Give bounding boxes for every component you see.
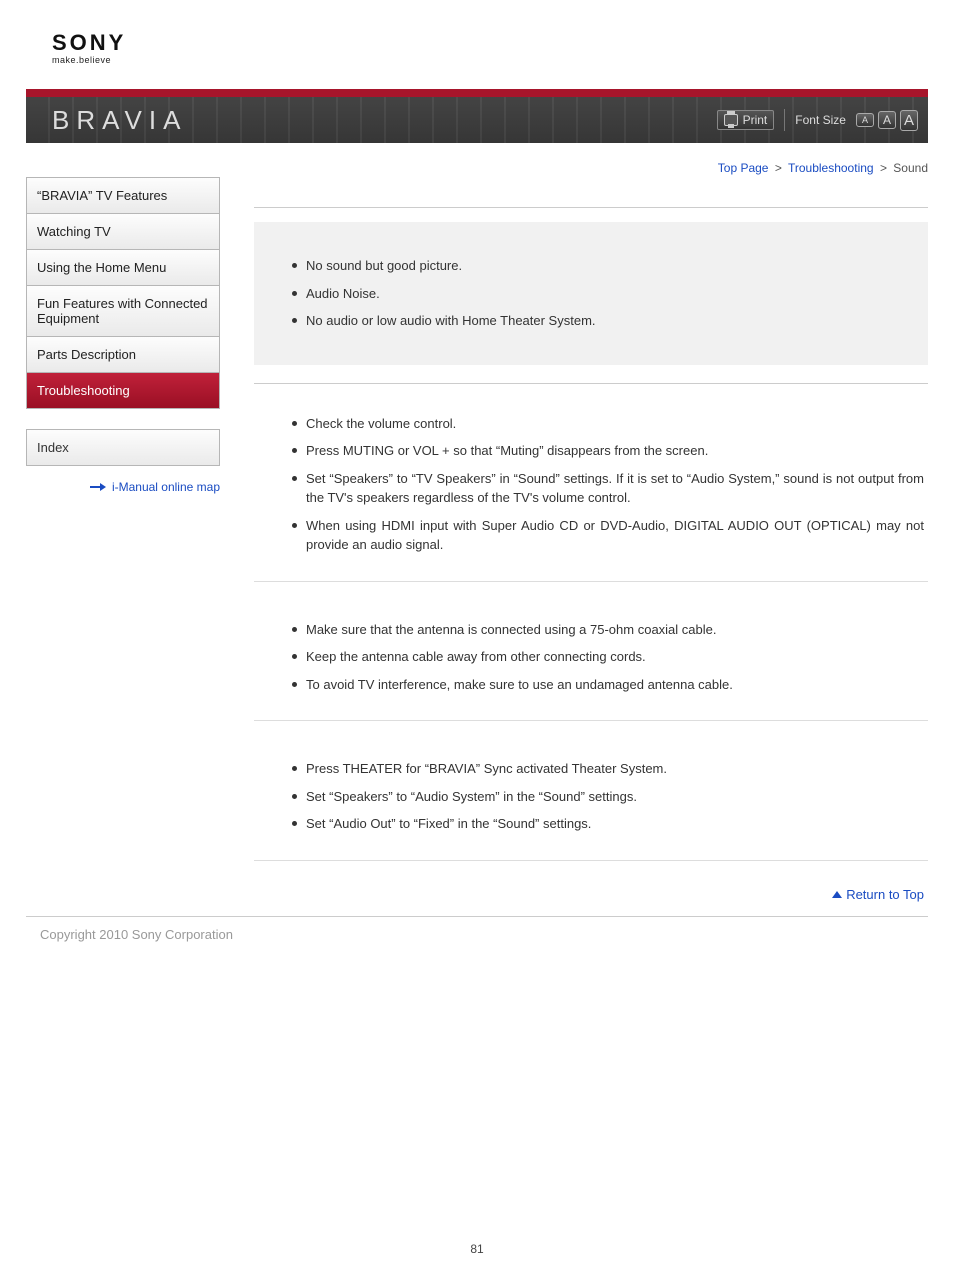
- divider: [254, 383, 928, 384]
- title-bar: BRAVIA Print Font Size A A A: [26, 97, 928, 143]
- breadcrumb-troubleshooting[interactable]: Troubleshooting: [788, 161, 874, 175]
- print-button[interactable]: Print: [717, 110, 775, 130]
- instruction-item: When using HDMI input with Super Audio C…: [292, 516, 928, 555]
- footer-divider: [26, 916, 928, 917]
- nav-item-troubleshooting[interactable]: Troubleshooting: [27, 373, 219, 408]
- instruction-item: Press MUTING or VOL + so that “Muting” d…: [292, 441, 928, 461]
- instruction-item: Set “Speakers” to “TV Speakers” in “Soun…: [292, 469, 928, 508]
- instruction-item: Press THEATER for “BRAVIA” Sync activate…: [292, 759, 928, 779]
- topic-links-box: No sound but good picture. Audio Noise. …: [254, 222, 928, 365]
- font-size-label: Font Size: [795, 113, 846, 127]
- nav-item-watching-tv[interactable]: Watching TV: [27, 214, 219, 250]
- instruction-item: Keep the antenna cable away from other c…: [292, 647, 928, 667]
- breadcrumb-sep: >: [880, 161, 887, 175]
- manual-map-link[interactable]: i-Manual online map: [26, 480, 220, 494]
- font-size-small-button[interactable]: A: [856, 113, 874, 127]
- arrow-right-icon: [90, 484, 106, 490]
- instruction-item: Check the volume control.: [292, 414, 928, 434]
- breadcrumb-sep: >: [775, 161, 782, 175]
- index-box: Index: [26, 429, 220, 466]
- section-home-theater: Press THEATER for “BRAVIA” Sync activate…: [254, 733, 928, 848]
- main-content: Top Page > Troubleshooting > Sound No so…: [254, 155, 928, 912]
- page-number: 81: [0, 1242, 954, 1276]
- font-size-controls: A A A: [856, 110, 918, 131]
- topic-link-home-theater[interactable]: No audio or low audio with Home Theater …: [292, 311, 890, 331]
- instruction-item: Set “Speakers” to “Audio System” in the …: [292, 787, 928, 807]
- breadcrumb: Top Page > Troubleshooting > Sound: [254, 155, 928, 203]
- manual-map-label: i-Manual online map: [112, 480, 220, 494]
- topic-link-audio-noise[interactable]: Audio Noise.: [292, 284, 890, 304]
- sony-tagline: make.believe: [52, 55, 954, 65]
- product-title: BRAVIA: [26, 105, 187, 136]
- divider: [254, 720, 928, 721]
- print-icon: [724, 114, 738, 126]
- nav-item-fun-features[interactable]: Fun Features with Connected Equipment: [27, 286, 219, 337]
- nav-item-bravia-features[interactable]: “BRAVIA” TV Features: [27, 178, 219, 214]
- return-to-top: Return to Top: [254, 873, 928, 912]
- instruction-item: Make sure that the antenna is connected …: [292, 620, 928, 640]
- breadcrumb-current: Sound: [893, 161, 928, 175]
- accent-bar: [26, 89, 928, 97]
- print-label: Print: [743, 113, 768, 127]
- brand-logo-block: SONY make.believe: [0, 0, 954, 71]
- divider: [254, 207, 928, 208]
- sony-logo: SONY: [52, 32, 954, 54]
- font-size-large-button[interactable]: A: [900, 110, 918, 131]
- nav-menu: “BRAVIA” TV Features Watching TV Using t…: [26, 177, 220, 409]
- nav-item-index[interactable]: Index: [27, 430, 219, 465]
- divider: [254, 860, 928, 861]
- triangle-up-icon: [832, 891, 842, 898]
- return-to-top-link[interactable]: Return to Top: [846, 887, 924, 902]
- nav-item-home-menu[interactable]: Using the Home Menu: [27, 250, 219, 286]
- nav-item-parts-description[interactable]: Parts Description: [27, 337, 219, 373]
- sidebar: “BRAVIA” TV Features Watching TV Using t…: [26, 155, 220, 912]
- breadcrumb-top-page[interactable]: Top Page: [718, 161, 769, 175]
- topic-link-no-sound[interactable]: No sound but good picture.: [292, 256, 890, 276]
- divider: [254, 581, 928, 582]
- instruction-item: Set “Audio Out” to “Fixed” in the “Sound…: [292, 814, 928, 834]
- section-no-sound: Check the volume control. Press MUTING o…: [254, 388, 928, 569]
- font-size-medium-button[interactable]: A: [878, 111, 896, 129]
- section-audio-noise: Make sure that the antenna is connected …: [254, 594, 928, 709]
- copyright-text: Copyright 2010 Sony Corporation: [0, 927, 954, 942]
- instruction-item: To avoid TV interference, make sure to u…: [292, 675, 928, 695]
- toolbar-divider: [784, 109, 785, 131]
